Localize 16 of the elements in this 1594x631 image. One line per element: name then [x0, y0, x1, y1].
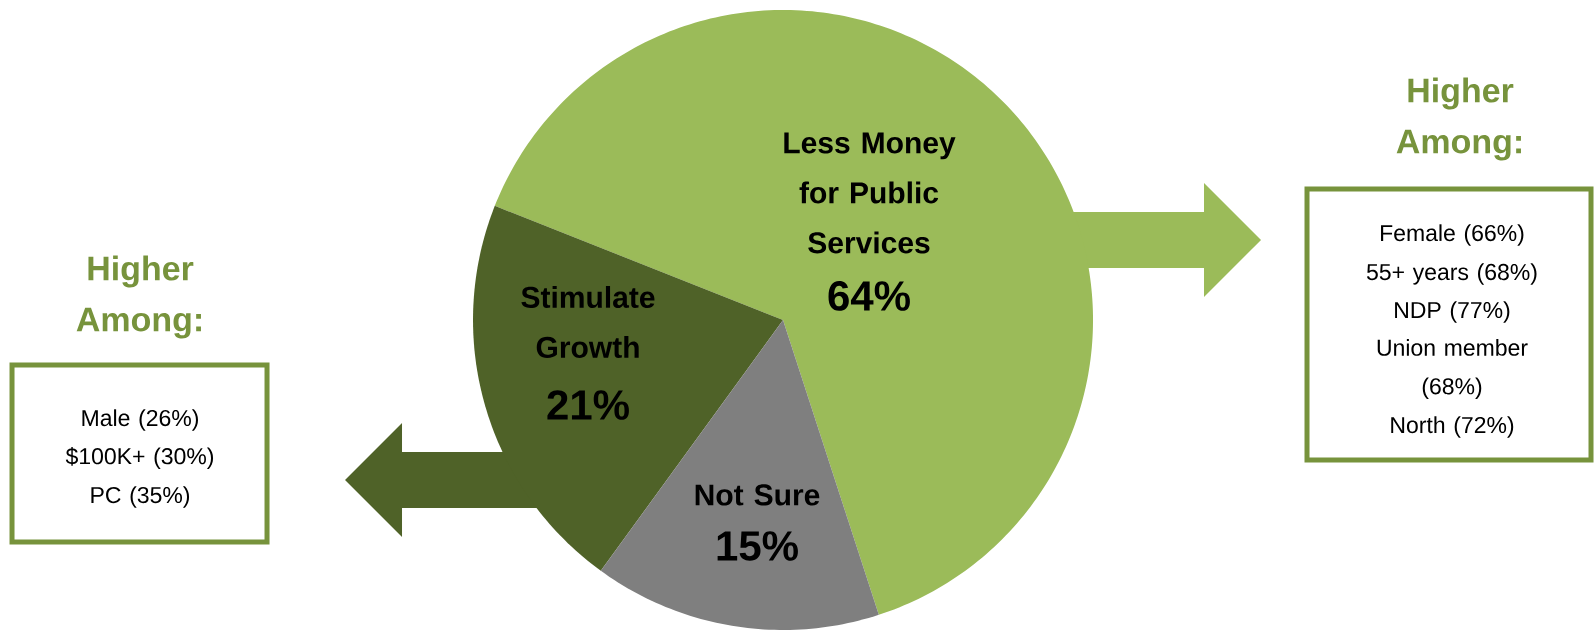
- text: PC (35%): [91, 486, 190, 508]
- text: $100K+ (30%): [65, 447, 214, 469]
- text: Female (66%): [1381, 224, 1524, 246]
- slice-label: Not Sure: [695, 484, 820, 506]
- data-label: 21%: [547, 390, 629, 420]
- data-label: 64%: [828, 281, 910, 311]
- text: North (72%): [1391, 416, 1514, 438]
- slice-label: Stimulate Growth: [521, 285, 655, 358]
- text: Union member (68%): [1377, 338, 1528, 400]
- text: Higher Among:: [1396, 77, 1521, 161]
- data-label: 15%: [717, 531, 798, 561]
- text: NDP (77%): [1395, 301, 1510, 323]
- text: Male (26%): [82, 409, 199, 431]
- text: 55+ years (68%): [1366, 263, 1537, 285]
- slice-label: Less Money for Public Services: [784, 132, 956, 254]
- text: Higher Among:: [76, 255, 201, 339]
